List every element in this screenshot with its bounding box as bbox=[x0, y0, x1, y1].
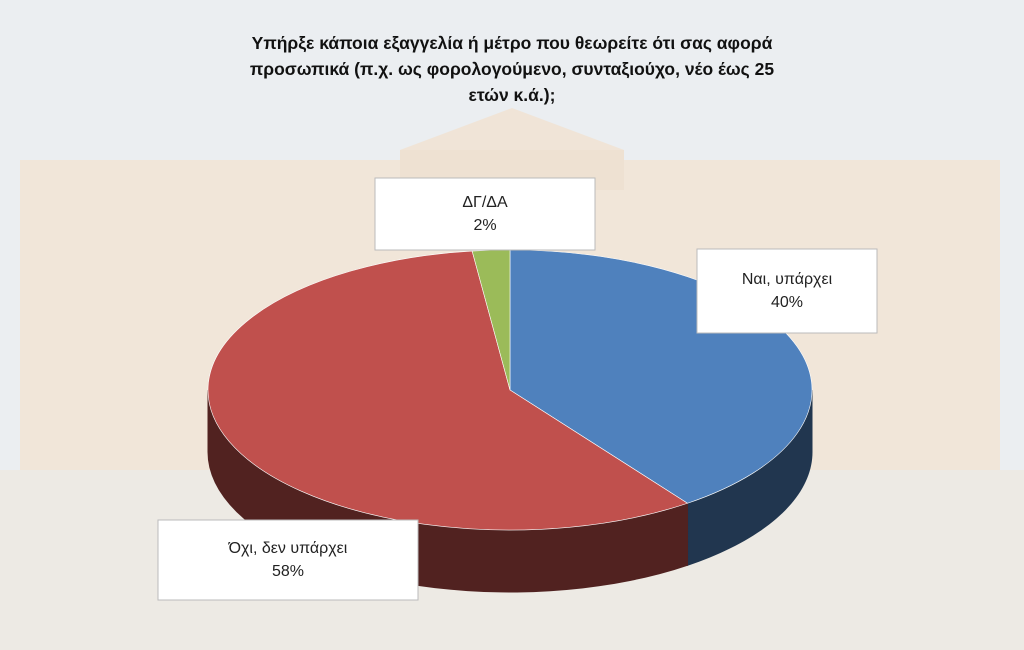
slice bbox=[207, 250, 689, 531]
value-label: 2% bbox=[473, 217, 496, 234]
label-box bbox=[696, 248, 878, 334]
category-label: Όχι, δεν υπάρχει bbox=[228, 540, 348, 557]
label-box bbox=[374, 177, 596, 251]
label-box bbox=[157, 519, 419, 601]
chart-title: Υπήρξε κάποια εξαγγελία ή μέτρο που θεωρ… bbox=[249, 33, 775, 105]
value-label: 40% bbox=[771, 294, 803, 311]
category-label: Ναι, υπάρχει bbox=[742, 271, 833, 288]
value-label: 58% bbox=[272, 563, 304, 580]
data-labels: Ναι, υπάρχει 40% Όχι, δεν υπάρχει 58% ΔΓ/ΔΑ 2… bbox=[157, 177, 878, 601]
category-label: ΔΓ/ΔΑ bbox=[462, 194, 508, 211]
